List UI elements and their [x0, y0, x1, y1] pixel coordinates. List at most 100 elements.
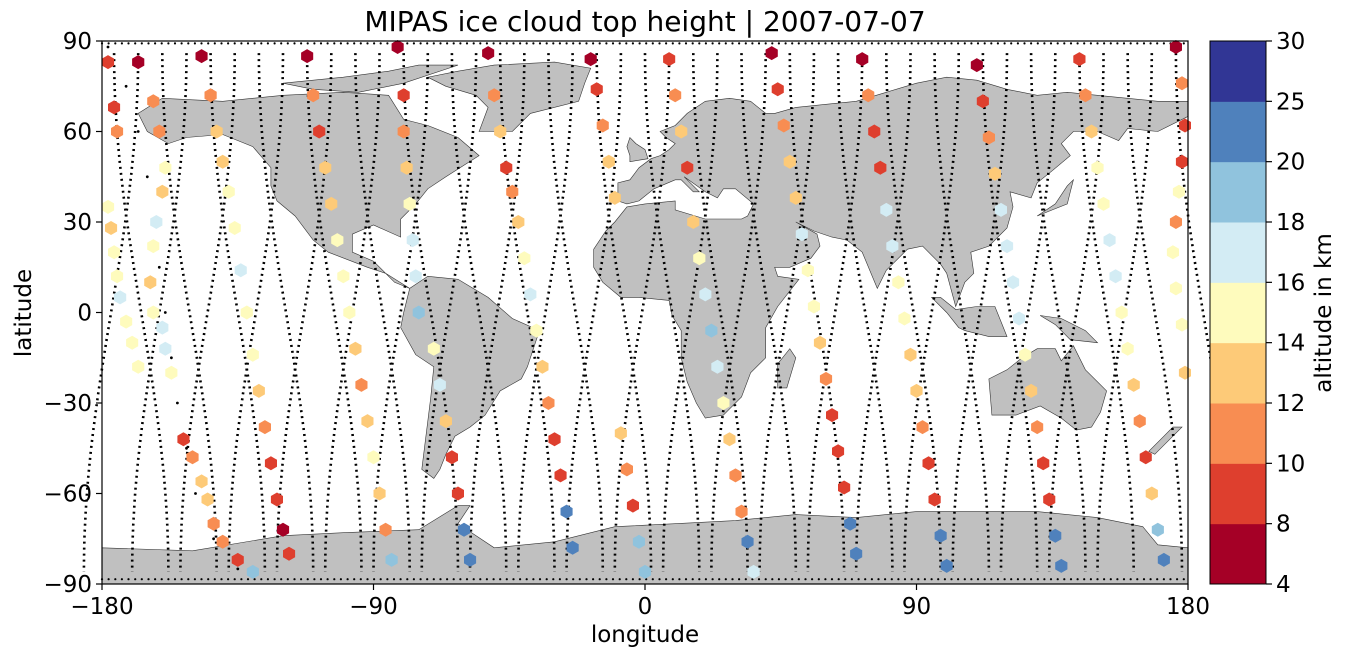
colorbar-tick-label: 10 — [1276, 451, 1305, 477]
cloud-point — [1127, 377, 1140, 392]
track-point — [1142, 42, 1146, 45]
track-point — [890, 578, 893, 581]
track-point — [930, 42, 933, 45]
cloud-point — [1151, 522, 1164, 537]
land-uk — [626, 136, 649, 163]
track-point — [1083, 578, 1086, 581]
colorbar-tick-label: 18 — [1276, 210, 1305, 236]
track-point — [857, 578, 860, 581]
track-point — [1182, 578, 1185, 581]
track-point — [124, 84, 128, 88]
track-point — [1083, 42, 1086, 45]
track-point — [678, 578, 681, 581]
track-point — [446, 42, 449, 45]
track-point — [1023, 578, 1026, 581]
y-tick-label: −30 — [43, 391, 92, 417]
cloud-point — [451, 486, 464, 501]
track-point — [220, 578, 223, 581]
track-point — [499, 578, 502, 581]
track-point — [1136, 42, 1139, 45]
track-point — [764, 578, 767, 581]
colorbar-bands — [1210, 41, 1266, 585]
x-tick-label: 0 — [638, 594, 653, 620]
track-point — [386, 42, 389, 45]
track-point — [1076, 578, 1079, 581]
cloud-point — [1091, 160, 1104, 175]
track-point — [505, 42, 508, 45]
track-point — [665, 42, 668, 45]
cloud-point — [159, 160, 172, 175]
track-point — [1023, 42, 1026, 45]
track-point — [233, 578, 236, 581]
colorbar-tick-label: 8 — [1276, 512, 1291, 538]
track-point — [764, 42, 767, 45]
track-point — [452, 42, 455, 45]
cloud-point — [1037, 456, 1050, 471]
track-point — [1010, 42, 1013, 45]
track-point — [1169, 578, 1172, 581]
track-point — [651, 42, 654, 45]
track-point — [412, 42, 415, 45]
cloud-point — [910, 383, 923, 398]
track-point — [465, 578, 469, 581]
cloud-point — [367, 450, 380, 465]
cloud-point — [826, 408, 839, 423]
track-point — [406, 42, 409, 45]
track-point — [193, 578, 196, 581]
track-point — [300, 42, 303, 45]
track-point — [253, 42, 256, 45]
track-point — [625, 578, 628, 581]
track-point — [817, 42, 820, 45]
track-point — [359, 578, 362, 581]
cloud-point — [626, 498, 639, 513]
cloud-point — [270, 492, 283, 507]
track-point — [1049, 42, 1053, 45]
track-point — [923, 578, 927, 581]
track-point — [1109, 42, 1112, 45]
track-point — [837, 578, 840, 581]
track-point — [406, 578, 409, 581]
cloud-point — [1085, 124, 1098, 139]
y-axis-ticks: −90 −60 −30 0 30 60 90 — [43, 29, 102, 598]
cloud-point — [400, 160, 413, 175]
track-point — [738, 42, 741, 45]
track-point — [665, 578, 668, 581]
cloud-point — [620, 462, 633, 477]
track-point — [897, 578, 900, 581]
track-point — [273, 578, 276, 581]
track-point — [578, 42, 581, 45]
cloud-point — [427, 341, 440, 356]
cloud-point — [264, 456, 277, 471]
cloud-point — [560, 504, 573, 519]
track-point — [538, 578, 542, 581]
y-tick-label: −60 — [43, 482, 92, 508]
cloud-point — [819, 371, 833, 386]
track-point — [996, 578, 1000, 581]
cloud-point — [204, 88, 217, 103]
track-point — [850, 578, 854, 581]
track-point — [1003, 578, 1006, 581]
cloud-point — [207, 516, 220, 531]
cloud-point — [596, 118, 609, 133]
cloud-point — [892, 275, 905, 290]
track-point — [957, 578, 960, 581]
track-point — [525, 42, 528, 45]
track-point — [136, 130, 140, 133]
track-point — [1142, 578, 1146, 581]
track-point — [236, 567, 240, 571]
cloud-point — [147, 239, 160, 254]
cloud-point — [464, 552, 477, 567]
x-tick-label: 90 — [902, 594, 931, 620]
track-point — [857, 42, 860, 45]
cloud-point — [1175, 154, 1188, 169]
track-point — [791, 578, 794, 581]
cloud-point — [530, 323, 543, 338]
track-point — [618, 42, 621, 45]
track-point — [784, 42, 787, 45]
track-point — [167, 42, 170, 45]
track-point — [1103, 578, 1106, 581]
track-point — [1076, 42, 1079, 45]
track-point — [339, 42, 342, 45]
track-point — [751, 578, 754, 581]
cloud-point — [711, 359, 724, 374]
